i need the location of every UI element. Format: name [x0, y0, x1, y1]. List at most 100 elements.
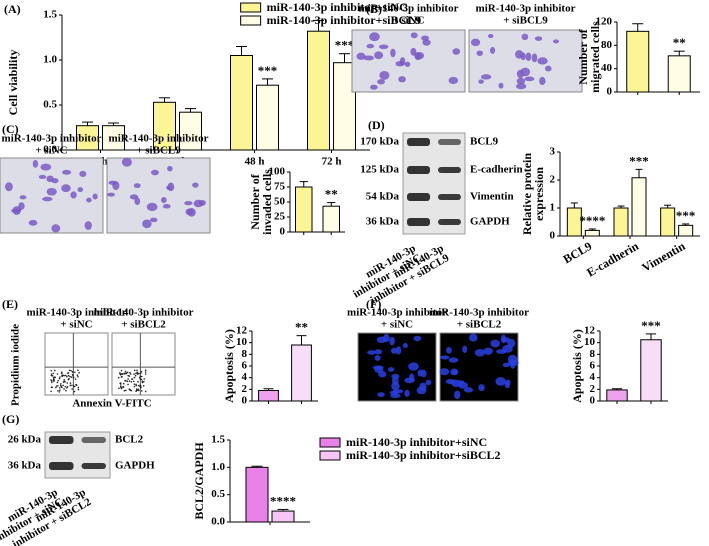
cell: [77, 187, 84, 193]
cell: [452, 48, 461, 55]
cell: [121, 157, 132, 167]
event: [141, 380, 144, 382]
image-label: miR-140-3p inhibitor: [27, 307, 127, 319]
event: [120, 369, 123, 372]
image-label: miR-140-3p inhibitor: [2, 133, 102, 145]
event: [126, 380, 129, 383]
cell: [70, 191, 77, 199]
y-tick-label: 4: [242, 371, 248, 383]
y-tick-label: 1.5: [211, 434, 225, 446]
cell: [372, 365, 384, 370]
event: [73, 390, 76, 393]
event: [50, 369, 53, 372]
y-tick-label: 40: [601, 62, 613, 74]
cell: [374, 355, 381, 361]
y-axis-label-line: Number of: [576, 28, 590, 84]
event: [71, 388, 73, 390]
band: [49, 462, 74, 470]
mw-label: 26 kDa: [8, 434, 42, 446]
event: [57, 389, 59, 392]
event: [68, 378, 70, 380]
event: [56, 381, 59, 384]
bar: [626, 30, 650, 93]
y-axis-label-line: invaded cells: [260, 169, 274, 235]
band: [438, 219, 461, 225]
event: [139, 385, 141, 387]
event: [66, 375, 68, 378]
bar: [322, 205, 340, 233]
event: [66, 382, 69, 384]
event: [141, 381, 144, 384]
event: [51, 380, 53, 382]
cell: [192, 182, 199, 188]
bar: [667, 55, 691, 93]
band: [407, 166, 430, 174]
cell: [369, 32, 380, 42]
bar: [678, 224, 694, 237]
y-axis-label-line: expression: [532, 167, 546, 221]
y-tick-label: 0: [550, 230, 556, 242]
cell: [38, 174, 47, 180]
event: [128, 375, 131, 377]
bar: [660, 207, 676, 237]
cell: [377, 79, 385, 85]
cell: [363, 55, 375, 61]
event: [62, 384, 64, 387]
event: [133, 383, 136, 385]
y-axis-label: Apoptosis (%): [570, 329, 584, 403]
event: [134, 374, 137, 377]
cell: [395, 61, 405, 67]
significance: ***: [258, 63, 278, 78]
cell: [425, 379, 432, 386]
event: [51, 386, 54, 389]
event: [125, 372, 128, 375]
cell: [32, 159, 39, 168]
cell: [490, 339, 500, 348]
event: [59, 389, 61, 392]
cell: [167, 182, 175, 192]
panel-label: (A): [4, 2, 21, 16]
bar: [631, 177, 647, 237]
event: [77, 375, 79, 378]
y-axis-label: Apoptosis (%): [222, 329, 236, 403]
event: [130, 389, 133, 392]
y-tick-label: 0.0: [43, 144, 57, 156]
event: [64, 385, 67, 388]
event: [77, 369, 79, 372]
event: [73, 385, 76, 388]
cell: [487, 33, 494, 39]
panel-label: (E): [2, 297, 18, 311]
cell: [498, 82, 504, 89]
band: [407, 138, 430, 146]
cell: [410, 32, 418, 39]
cell: [516, 77, 526, 85]
event: [72, 384, 74, 387]
cell: [489, 46, 496, 54]
event: [55, 386, 57, 389]
image-label: + siBCL2: [121, 319, 166, 331]
event: [52, 372, 55, 375]
cell: [366, 43, 375, 49]
event: [133, 373, 135, 375]
cell: [448, 76, 459, 85]
event: [61, 374, 63, 377]
event: [133, 385, 136, 388]
event: [144, 390, 147, 393]
event: [130, 381, 133, 383]
y-tick-label: 6: [242, 360, 248, 372]
event: [70, 376, 73, 378]
event: [141, 390, 143, 392]
event: [122, 385, 125, 388]
significance: **: [295, 320, 308, 335]
cell: [12, 206, 21, 215]
event: [57, 379, 59, 382]
y-axis-label-line: Relative protein: [520, 153, 534, 235]
cell: [129, 194, 139, 200]
cell: [500, 334, 507, 344]
cell: [387, 367, 395, 372]
cell: [404, 389, 410, 397]
cell: [51, 178, 59, 184]
event: [64, 374, 67, 377]
